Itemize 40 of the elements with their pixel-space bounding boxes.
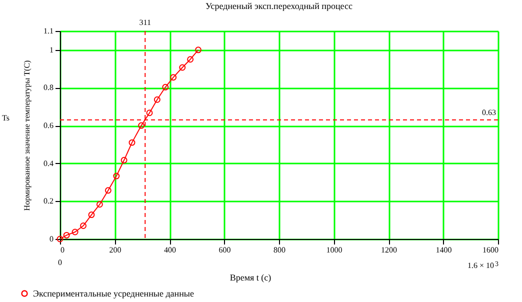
ref-line-label: 0.63 xyxy=(482,108,496,117)
point xyxy=(120,156,128,164)
x-tick-label: 1200 xyxy=(381,246,397,254)
point xyxy=(80,222,87,229)
legend-label: Экспериментальные усредненные данные xyxy=(33,288,194,298)
text: Ts xyxy=(2,113,10,122)
point xyxy=(170,74,177,81)
x-tick-label: 1600 xyxy=(482,246,498,254)
point xyxy=(104,187,112,194)
point xyxy=(187,56,194,63)
y-tick-label: 0.6 xyxy=(44,121,54,130)
point xyxy=(128,139,136,146)
point xyxy=(179,64,186,71)
point xyxy=(138,122,145,129)
y-tick-label: 0.4 xyxy=(44,158,54,168)
point xyxy=(162,84,169,90)
y-tick-label: 0.2 xyxy=(44,196,54,206)
point xyxy=(88,212,95,218)
y-tick-label: 1 xyxy=(50,45,54,54)
ref-line-label: 311 xyxy=(139,18,151,27)
x-tick-label: 1400 xyxy=(436,246,452,254)
point xyxy=(72,228,78,236)
x-tick-label: 0 xyxy=(60,246,64,254)
x-axis-title: Время t (с) xyxy=(230,272,272,282)
y-tick-label: 0.8 xyxy=(44,83,54,92)
y-tick-label: 1.1 xyxy=(44,26,54,36)
point xyxy=(154,96,160,103)
text: 0 xyxy=(58,258,62,267)
point xyxy=(113,172,120,180)
point xyxy=(96,201,103,208)
point xyxy=(146,110,153,116)
y-axis-title: Нормированное значение температуры T(C) xyxy=(22,60,32,211)
x-tick-label: 600 xyxy=(218,246,231,254)
x-tick-label: 1000 xyxy=(326,246,342,254)
point xyxy=(63,232,70,238)
x-tick-label: 800 xyxy=(274,246,286,254)
x-tick-label: 200 xyxy=(109,246,122,254)
chart-title: Усредненый эксп.переходный процесс xyxy=(206,1,352,11)
y-tick-label: 0 xyxy=(50,234,54,244)
x-tick-label: 400 xyxy=(164,246,176,254)
